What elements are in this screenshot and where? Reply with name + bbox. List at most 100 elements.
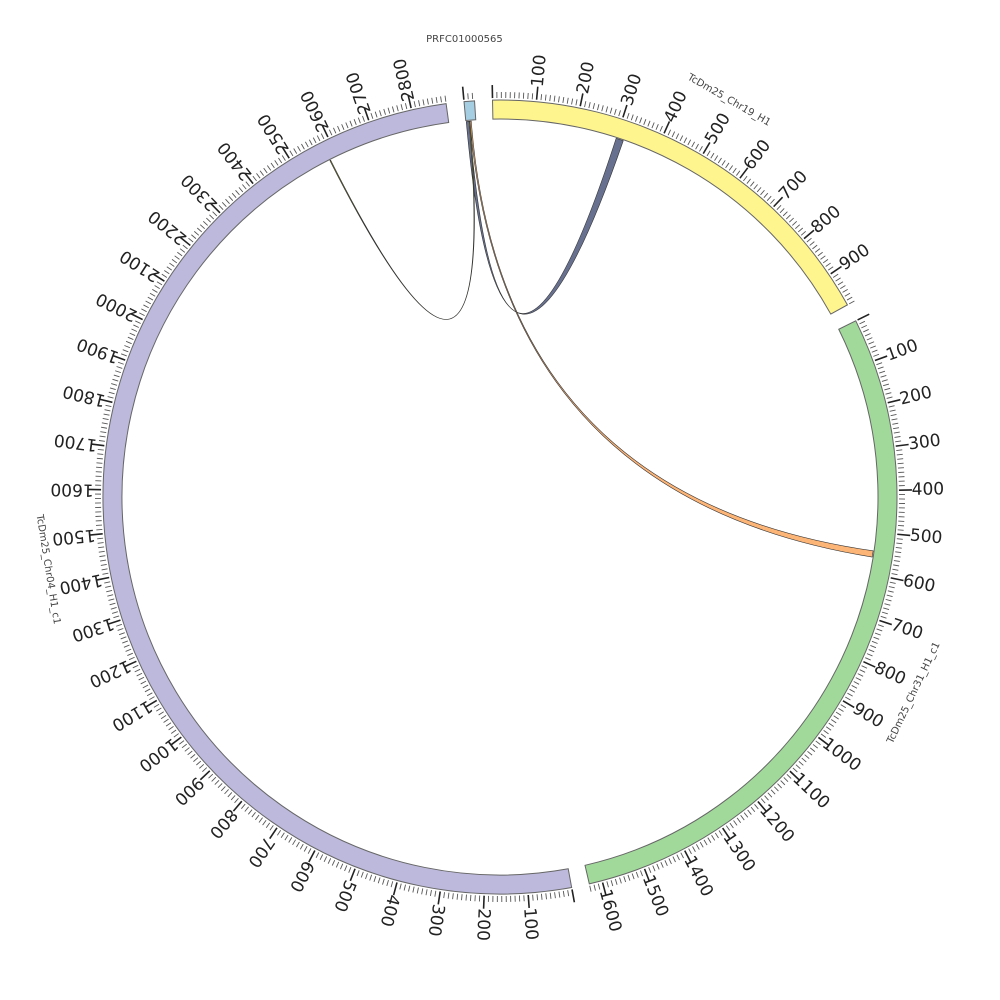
minor-tick: [880, 375, 887, 378]
minor-tick: [109, 602, 116, 606]
minor-tick: [234, 798, 239, 804]
minor-tick: [536, 894, 539, 901]
minor-tick: [116, 623, 123, 627]
minor-tick: [340, 863, 344, 870]
tick-label: 1100: [108, 696, 155, 735]
minor-tick: [895, 551, 902, 554]
minor-tick: [880, 615, 887, 619]
minor-tick: [688, 848, 692, 855]
major-tick: [232, 800, 243, 812]
minor-tick: [619, 877, 622, 884]
minor-tick: [893, 560, 900, 562]
tick-label: 2400: [214, 138, 256, 184]
minor-tick: [589, 885, 592, 892]
minor-tick: [139, 312, 145, 317]
minor-tick: [170, 729, 177, 734]
minor-tick: [212, 211, 218, 217]
minor-tick: [335, 861, 340, 868]
minor-tick: [235, 189, 240, 196]
minor-tick: [721, 160, 726, 166]
major-tick: [721, 827, 731, 840]
tick-label: 2500: [254, 110, 294, 157]
minor-tick: [876, 628, 883, 632]
minor-tick: [896, 542, 903, 545]
minor-tick: [842, 288, 848, 293]
minor-tick: [683, 137, 688, 144]
minor-tick: [801, 757, 807, 763]
minor-tick: [830, 719, 837, 724]
minor-tick: [820, 733, 827, 738]
minor-tick: [356, 870, 360, 877]
minor-tick: [320, 133, 325, 140]
minor-tick: [584, 101, 587, 108]
minor-tick: [147, 296, 154, 301]
minor-tick: [328, 129, 333, 136]
minor-tick: [218, 205, 224, 211]
minor-tick: [861, 665, 868, 669]
minor-tick: [128, 656, 135, 661]
minor-tick: [840, 704, 847, 709]
tick-label: 800: [205, 804, 241, 842]
major-tick: [89, 533, 103, 536]
minor-tick: [274, 160, 279, 166]
minor-tick: [893, 564, 900, 567]
minor-tick: [691, 141, 696, 148]
minor-tick: [763, 192, 769, 199]
minor-tick: [106, 589, 113, 593]
minor-tick: [98, 550, 105, 553]
tick-label: 500: [329, 877, 359, 915]
minor-tick: [891, 573, 898, 576]
minor-tick: [123, 644, 130, 648]
tick-label: 1300: [69, 613, 116, 645]
tick-label: 1600: [595, 887, 625, 934]
minor-tick: [783, 777, 789, 783]
tick-label: 200: [898, 382, 934, 409]
minor-tick: [884, 387, 891, 391]
major-tick: [879, 619, 892, 626]
minor-tick: [276, 830, 282, 836]
minor-tick: [191, 234, 197, 239]
minor-tick: [773, 786, 779, 792]
minor-tick: [671, 131, 676, 138]
major-tick: [153, 273, 165, 282]
minor-tick: [391, 106, 395, 113]
minor-tick: [891, 418, 898, 421]
minor-tick: [228, 195, 234, 201]
minor-tick: [113, 615, 120, 619]
minor-tick: [873, 353, 880, 357]
major-tick: [392, 882, 398, 896]
minor-tick: [129, 332, 136, 336]
tick-label: 800: [871, 658, 909, 690]
minor-tick: [444, 95, 447, 102]
minor-tick: [736, 170, 741, 176]
minor-tick: [262, 820, 267, 826]
minor-tick: [110, 607, 117, 610]
tick-label: 500: [909, 525, 943, 548]
minor-tick: [606, 881, 609, 888]
minor-tick: [312, 137, 317, 144]
minor-tick: [100, 431, 107, 434]
minor-tick: [242, 184, 247, 190]
tick-label: 1400: [679, 853, 717, 901]
minor-tick: [868, 341, 875, 345]
minor-tick: [125, 648, 132, 652]
minor-tick: [374, 111, 378, 118]
minor-tick: [120, 636, 127, 640]
minor-tick: [333, 127, 337, 134]
tick-label: 1400: [58, 569, 104, 597]
minor-tick: [345, 122, 349, 129]
minor-tick: [812, 744, 818, 749]
major-tick: [210, 202, 221, 214]
minor-tick: [105, 585, 112, 588]
minor-tick: [895, 546, 902, 549]
minor-tick: [214, 779, 220, 785]
minor-tick: [122, 640, 129, 644]
minor-tick: [667, 129, 672, 136]
minor-tick: [344, 865, 348, 872]
minor-tick: [435, 96, 438, 104]
minor-tick: [770, 198, 775, 204]
major-tick: [527, 894, 530, 909]
minor-tick: [171, 259, 178, 264]
minor-tick: [111, 383, 118, 386]
tick-label: 900: [849, 699, 887, 733]
